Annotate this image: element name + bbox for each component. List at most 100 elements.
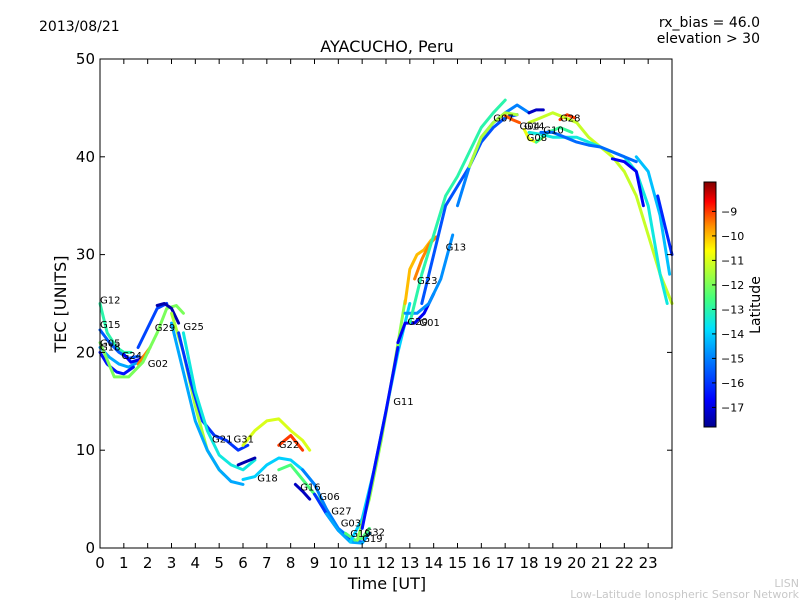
sat-label-27: G08	[527, 133, 547, 144]
series-line-26	[396, 292, 436, 345]
x-tick-label-7: 7	[262, 554, 272, 572]
x-tick-label-4: 4	[191, 554, 201, 572]
x-tick-label-13: 13	[400, 554, 419, 572]
x-axis-label: Time [UT]	[347, 574, 426, 593]
sat-label-12: G16	[300, 482, 320, 493]
x-tick-label-16: 16	[472, 554, 491, 572]
series-line-15	[241, 417, 312, 452]
chart-title: AYACUCHO, Peru	[320, 37, 453, 56]
y-tick-label-0: 0	[85, 539, 95, 557]
series-line-34	[503, 114, 521, 125]
x-tick-label-23: 23	[639, 554, 658, 572]
y-axis-label: TEC [UNITS]	[51, 256, 70, 354]
series-line-30	[408, 98, 507, 325]
sat-label-10: G18	[257, 474, 277, 485]
rx-bias-label: rx_bias = 46.0	[659, 15, 760, 31]
x-tick-label-10: 10	[329, 554, 348, 572]
x-tick-label-18: 18	[519, 554, 538, 572]
series-line-12	[181, 331, 257, 472]
sat-label-20: G20	[407, 317, 427, 328]
sat-label-21: G01	[419, 318, 439, 329]
series-line-43	[634, 155, 672, 276]
sat-label-14: G27	[331, 507, 351, 518]
colorbar-tick-label-3: −12	[721, 279, 744, 292]
y-tick-label-2: 20	[76, 343, 95, 361]
sat-label-19: G11	[393, 397, 413, 408]
sat-label-4: G24	[122, 351, 142, 362]
sat-label-7: G25	[183, 322, 203, 333]
x-tick-label-5: 5	[214, 554, 224, 572]
series-line-42	[610, 157, 645, 208]
sat-label-9: G31	[234, 434, 254, 445]
series-line-14	[277, 434, 305, 452]
sat-label-22: G23	[417, 276, 437, 287]
sat-label-0: G12	[100, 296, 120, 307]
series-line-0	[98, 302, 133, 354]
sat-label-16: G19	[350, 529, 370, 540]
colorbar-tick-label-4: −13	[721, 303, 744, 316]
x-tick-label-19: 19	[543, 554, 562, 572]
colorbar-tick-label-2: −11	[721, 254, 744, 267]
sat-label-3: G18	[100, 342, 120, 353]
series-line-44	[656, 194, 674, 257]
x-tick-label-2: 2	[143, 554, 153, 572]
series-line-13	[236, 456, 257, 467]
series-line-17	[293, 482, 312, 501]
series-line-7	[98, 304, 185, 379]
colorbar-ticks: −9 −10 −11 −12 −13 −14 −15 −16 −17	[712, 205, 744, 414]
sat-label-17: G32	[365, 527, 385, 538]
sat-label-18: G19	[362, 534, 382, 545]
series-line-36	[534, 126, 574, 144]
sat-label-15: G03	[341, 519, 361, 530]
watermark-lisn: LISN	[774, 577, 799, 590]
series-line-6	[136, 302, 169, 349]
colorbar-tick-label-7: −16	[721, 377, 744, 390]
x-axis-ticks: 0 1 2 3 4 5 6 7 8 9 10 11 12 13 14 15 16 17 18 19 20 21 22 23	[95, 59, 658, 572]
x-tick-label-1: 1	[119, 554, 129, 572]
sat-label-24: G07	[493, 114, 513, 125]
x-tick-label-20: 20	[567, 554, 586, 572]
elevation-label: elevation > 30	[657, 31, 760, 47]
colorbar-tick-label-6: −15	[721, 352, 744, 365]
series-line-33	[467, 111, 519, 169]
y-tick-label-4: 40	[76, 148, 95, 166]
series-line-8	[155, 302, 181, 325]
y-tick-label-5: 50	[76, 50, 95, 68]
series-line-1	[98, 328, 140, 360]
sat-label-6: G29	[155, 323, 175, 334]
colorbar-tick-label-1: −10	[721, 230, 744, 243]
colorbar	[703, 181, 717, 428]
series-line-25	[360, 346, 400, 530]
series-line-3	[98, 350, 135, 376]
sat-label-8: G21	[212, 434, 232, 445]
series-line-37	[527, 108, 545, 115]
sat-label-28: G10	[543, 125, 563, 136]
x-tick-label-6: 6	[238, 554, 248, 572]
x-tick-label-3: 3	[167, 554, 177, 572]
sat-label-13: G06	[319, 492, 339, 503]
x-tick-label-9: 9	[310, 554, 320, 572]
y-tick-label-3: 30	[76, 246, 95, 264]
sat-label-23: G13	[446, 243, 466, 254]
colorbar-label: Latitude	[748, 276, 764, 334]
colorbar-tick-label-5: −14	[721, 328, 744, 341]
sat-label-26: G14	[524, 121, 544, 132]
x-tick-label-14: 14	[424, 554, 443, 572]
series-line-19	[301, 468, 352, 540]
colorbar-tick-label-0: −9	[721, 205, 737, 218]
date-label: 2013/08/21	[39, 19, 120, 35]
y-axis-ticks: 0 10 20 30 40 50	[76, 50, 672, 557]
series-line-11	[177, 331, 250, 452]
sat-label-25: G04	[520, 121, 540, 132]
x-tick-label-15: 15	[448, 554, 467, 572]
sat-label-5: G02	[148, 359, 168, 370]
x-tick-label-8: 8	[286, 554, 296, 572]
series-layer	[98, 98, 674, 545]
sat-label-1: G15	[100, 320, 120, 331]
sat-label-29: G28	[560, 114, 580, 125]
series-line-10	[170, 321, 245, 486]
x-tick-label-11: 11	[353, 554, 372, 572]
y-tick-label-1: 10	[76, 441, 95, 459]
